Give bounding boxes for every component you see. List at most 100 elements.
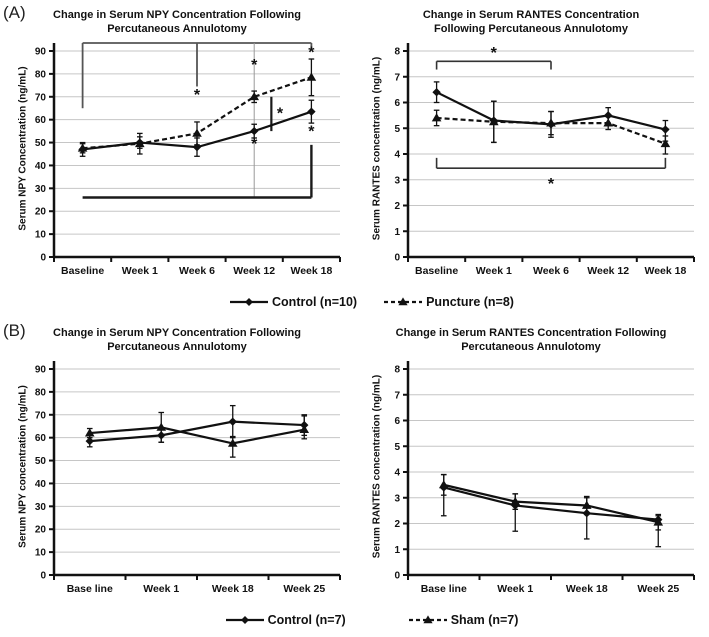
svg-text:5: 5 <box>394 123 400 134</box>
svg-text:Baseline: Baseline <box>61 265 104 277</box>
svg-text:Week 12: Week 12 <box>233 265 275 277</box>
chart-rantes-panel-a: Change in Serum RANTES Concentration Fol… <box>354 0 708 291</box>
chart-rantes-panel-b: Change in Serum RANTES Concentration Fol… <box>354 318 708 609</box>
svg-text:60: 60 <box>35 115 47 126</box>
svg-text:*: * <box>251 136 258 153</box>
legend-solid-diamond-line-icon <box>225 615 264 624</box>
plot-area: Serum NPY Concentration (ng/mL) * * * * * * 0 1… <box>18 39 348 291</box>
plot-svg: * * * * * * 0 10 20 30 40 50 60 70 80 90 Baseline Week 1 W… <box>35 41 341 277</box>
svg-text:80: 80 <box>35 387 47 398</box>
legend-label: Sham (n=7) <box>450 612 519 627</box>
legend-label: Control (n=10) <box>272 294 358 309</box>
y-axis-label: Serum NPY concentration (ng/mL) <box>17 384 29 548</box>
svg-text:90: 90 <box>35 364 47 375</box>
svg-text:30: 30 <box>35 183 47 194</box>
svg-text:Week 18: Week 18 <box>290 265 332 277</box>
panel-a-charts-row: Change in Serum NPY Concentration Follow… <box>0 0 709 291</box>
plot-area: Serum NPY concentration (ng/mL) 0 10 20 30 4… <box>18 357 348 609</box>
svg-text:*: * <box>194 87 201 104</box>
svg-text:6: 6 <box>394 98 400 109</box>
svg-text:10: 10 <box>35 229 47 240</box>
plot-area: Serum RANTES concentration (ng/mL) * * 0 1 2… <box>372 39 702 291</box>
plot-area: Serum RANTES concentration (ng/mL) 0 1 2 3 4… <box>372 357 702 609</box>
svg-text:40: 40 <box>35 161 47 172</box>
legend-item-control: Control (n=10) <box>229 295 357 309</box>
svg-text:2: 2 <box>394 519 400 530</box>
svg-text:Week 18: Week 18 <box>644 265 686 277</box>
svg-text:80: 80 <box>35 69 47 80</box>
svg-text:Week 6: Week 6 <box>179 265 215 277</box>
svg-text:20: 20 <box>35 524 47 535</box>
legend-item-sham: Sham (n=7) <box>408 612 519 627</box>
chart-title: Change in Serum RANTES Concentration Fol… <box>395 327 667 354</box>
svg-text:4: 4 <box>394 149 400 160</box>
svg-text:Week 18: Week 18 <box>212 583 254 595</box>
svg-text:0: 0 <box>394 570 400 581</box>
svg-text:Week 1: Week 1 <box>143 583 179 595</box>
svg-text:1: 1 <box>394 544 400 555</box>
svg-text:90: 90 <box>35 46 47 57</box>
plot-svg: * * 0 1 2 3 4 5 6 7 8 Baseline Week 1 Week 6 Week 12 We… <box>394 42 695 277</box>
panel-b-label: (B) <box>3 321 26 340</box>
svg-text:3: 3 <box>394 493 400 504</box>
svg-text:7: 7 <box>394 72 400 83</box>
svg-text:Base line: Base line <box>421 583 467 595</box>
legend-dashed-triangle-line-icon <box>384 296 423 305</box>
svg-text:Base line: Base line <box>67 583 113 595</box>
legend-label: Puncture (n=8) <box>426 294 514 309</box>
legend-dashed-triangle-line-icon <box>408 614 447 623</box>
svg-text:Week 1: Week 1 <box>122 265 158 277</box>
svg-text:*: * <box>491 44 498 61</box>
panel-a: (A) Change in Serum NPY Concentration Fo… <box>0 0 709 318</box>
svg-text:Week 25: Week 25 <box>637 583 679 595</box>
svg-text:Week 18: Week 18 <box>566 583 608 595</box>
svg-text:Week 1: Week 1 <box>476 265 512 277</box>
svg-text:*: * <box>308 123 315 140</box>
svg-text:7: 7 <box>394 390 400 401</box>
legend-label: Control (n=7) <box>267 612 346 627</box>
legend-panel-b: Control (n=7) Sham (n=7) <box>0 613 709 627</box>
chart-npy-panel-a: Change in Serum NPY Concentration Follow… <box>0 0 354 291</box>
y-axis-label: Serum RANTES concentration (ng/mL) <box>371 56 383 240</box>
svg-text:0: 0 <box>394 252 400 263</box>
svg-text:0: 0 <box>40 252 46 263</box>
svg-text:4: 4 <box>394 467 400 478</box>
y-axis-label: Serum RANTES concentration (ng/mL) <box>371 374 383 558</box>
svg-text:6: 6 <box>394 416 400 427</box>
svg-text:Week 1: Week 1 <box>497 583 533 595</box>
legend-item-control: Control (n=7) <box>225 613 346 627</box>
plot-svg: 0 1 2 3 4 5 6 7 8 Base line Week 1 Week 18 Week 25 <box>394 360 695 595</box>
svg-text:60: 60 <box>35 433 47 444</box>
legend-item-puncture: Puncture (n=8) <box>383 295 514 309</box>
svg-text:50: 50 <box>35 456 47 467</box>
svg-text:2: 2 <box>394 201 400 212</box>
panel-a-label: (A) <box>3 3 26 22</box>
svg-text:*: * <box>277 105 284 122</box>
svg-text:*: * <box>251 57 258 74</box>
chart-title: Change in Serum NPY Concentration Follow… <box>53 327 301 354</box>
svg-text:70: 70 <box>35 410 47 421</box>
svg-text:8: 8 <box>394 46 400 57</box>
svg-text:3: 3 <box>394 175 400 186</box>
svg-text:*: * <box>308 44 315 61</box>
chart-npy-panel-b: Change in Serum NPY Concentration Follow… <box>0 318 354 609</box>
svg-text:5: 5 <box>394 441 400 452</box>
svg-text:40: 40 <box>35 479 47 490</box>
svg-text:Week 12: Week 12 <box>587 265 629 277</box>
svg-text:Week 25: Week 25 <box>283 583 325 595</box>
y-axis-label: Serum NPY Concentration (ng/mL) <box>17 65 29 231</box>
chart-title: Change in Serum RANTES Concentration Fol… <box>422 9 640 36</box>
svg-text:*: * <box>548 176 555 193</box>
svg-text:8: 8 <box>394 364 400 375</box>
svg-text:30: 30 <box>35 501 47 512</box>
panel-b: (B) Change in Serum NPY Concentration Fo… <box>0 318 709 636</box>
legend-solid-diamond-line-icon <box>230 297 269 306</box>
svg-text:50: 50 <box>35 138 47 149</box>
svg-text:Baseline: Baseline <box>415 265 458 277</box>
svg-text:Week 6: Week 6 <box>533 265 569 277</box>
legend-panel-a: Control (n=10) Puncture (n=8) <box>0 295 709 309</box>
svg-text:0: 0 <box>40 570 46 581</box>
chart-title: Change in Serum NPY Concentration Follow… <box>53 9 301 36</box>
plot-svg: 0 10 20 30 40 50 60 70 80 90 Base line Week 1 Week 1… <box>35 360 341 595</box>
